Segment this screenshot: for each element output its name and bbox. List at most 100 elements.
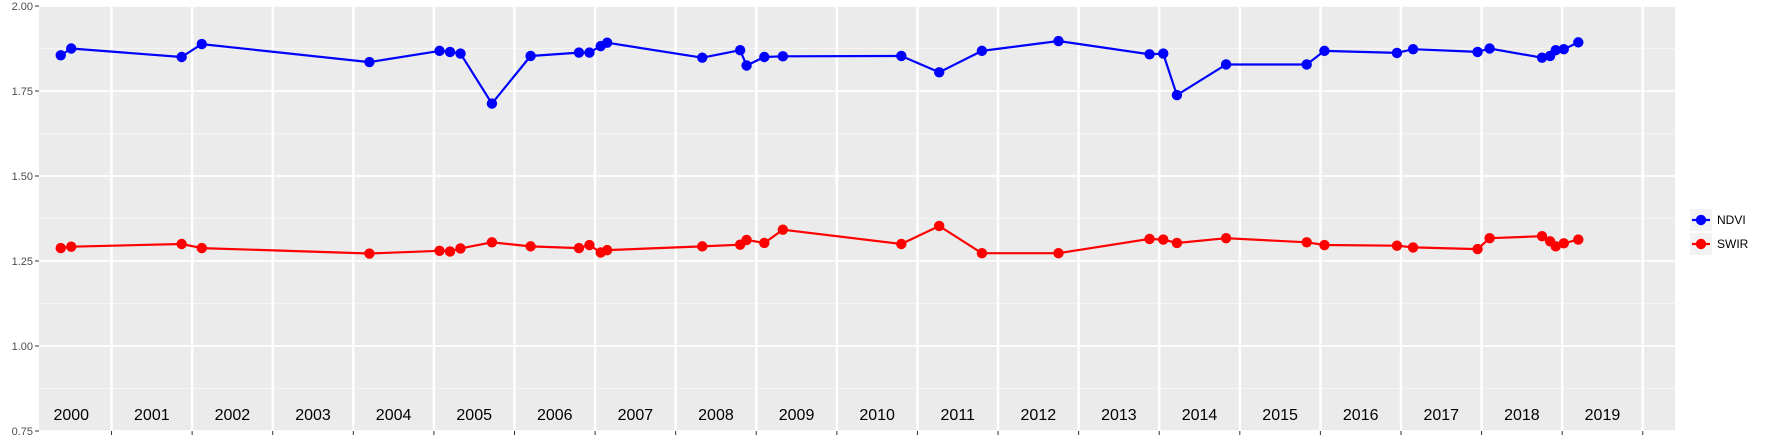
data-point-swir — [573, 242, 585, 254]
data-point-ndvi — [1573, 37, 1584, 48]
y-tick-label: 2.00 — [12, 1, 33, 13]
y-tick-label: 1.50 — [12, 171, 33, 183]
data-point-swir — [934, 220, 945, 232]
data-point-ndvi — [896, 50, 907, 62]
data-point-swir — [1220, 233, 1232, 244]
data-point-ndvi — [1144, 49, 1155, 60]
data-point-ndvi — [1319, 45, 1330, 57]
data-point-ndvi — [486, 98, 498, 109]
data-point-swir — [1391, 240, 1403, 251]
year-label: 2014 — [1182, 407, 1218, 424]
legend-key-point — [1695, 214, 1707, 226]
year-label: 2015 — [1262, 407, 1298, 424]
year-label: 2001 — [134, 407, 170, 424]
data-point-swir — [1472, 243, 1483, 255]
year-label: 2002 — [215, 407, 251, 424]
data-point-ndvi — [1301, 59, 1312, 70]
data-point-ndvi — [759, 51, 770, 63]
data-point-swir — [697, 241, 708, 252]
data-point-swir — [1319, 239, 1330, 251]
data-point-swir — [1573, 234, 1584, 245]
year-label: 2013 — [1101, 407, 1137, 424]
data-point-swir — [1301, 237, 1312, 248]
data-point-swir — [759, 237, 770, 249]
data-point-ndvi — [55, 50, 66, 61]
data-point-swir — [66, 241, 77, 252]
data-point-swir — [976, 247, 988, 259]
data-point-swir — [1053, 247, 1064, 259]
data-point-swir — [434, 245, 445, 256]
year-label: 2017 — [1423, 407, 1459, 424]
year-label: 2012 — [1021, 407, 1057, 424]
data-point-ndvi — [176, 51, 187, 63]
data-point-ndvi — [1484, 43, 1495, 54]
data-point-swir — [444, 246, 456, 257]
data-point-ndvi — [196, 38, 207, 50]
data-point-swir — [1144, 233, 1155, 245]
data-point-ndvi — [573, 47, 585, 58]
data-point-swir — [196, 242, 207, 254]
year-label: 2009 — [779, 407, 815, 424]
data-point-ndvi — [434, 45, 445, 57]
year-label: 2016 — [1343, 407, 1379, 424]
data-point-ndvi — [734, 45, 746, 56]
year-label: 2006 — [537, 407, 573, 424]
data-point-swir — [364, 248, 375, 259]
year-label: 2018 — [1504, 407, 1540, 424]
data-point-ndvi — [741, 60, 752, 71]
data-point-swir — [486, 237, 498, 248]
data-point-swir — [1550, 241, 1561, 252]
data-point-ndvi — [525, 50, 536, 62]
data-point-swir — [176, 238, 187, 250]
data-point-swir — [1558, 238, 1569, 249]
year-label: 2010 — [859, 407, 895, 424]
data-point-ndvi — [697, 52, 708, 63]
data-point-swir — [455, 243, 466, 254]
data-point-ndvi — [1536, 52, 1548, 63]
year-label: 2004 — [376, 407, 412, 424]
data-point-ndvi — [66, 43, 77, 54]
grid-major — [39, 5, 1675, 435]
data-point-swir — [896, 238, 907, 250]
year-label: 2003 — [295, 407, 331, 424]
data-point-swir — [1536, 230, 1548, 242]
y-tick-label: 1.25 — [12, 256, 33, 268]
data-point-ndvi — [1550, 45, 1561, 56]
data-point-ndvi — [1391, 47, 1403, 59]
data-point-ndvi — [1558, 43, 1569, 55]
year-labels: 2000 2001 2002 2003 2004 2005 2006 2007 2008 2009… — [53, 407, 1620, 424]
year-label: 2007 — [618, 407, 654, 424]
year-label: 2005 — [456, 407, 492, 424]
y-tick-label: 1.00 — [12, 341, 33, 353]
year-label: 2000 — [53, 407, 89, 424]
data-point-ndvi — [777, 51, 789, 62]
data-point-swir — [55, 242, 66, 254]
y-axis: 0.75 1.00 1.25 1.50 1.75 2.00 — [12, 1, 39, 438]
data-point-ndvi — [934, 67, 945, 78]
data-point-ndvi — [1158, 48, 1169, 59]
y-tick-label: 1.75 — [12, 86, 33, 98]
data-point-swir — [584, 239, 595, 251]
series-layer — [55, 35, 1584, 259]
data-point-ndvi — [1472, 46, 1483, 58]
data-point-ndvi — [584, 47, 595, 58]
data-point-ndvi — [1407, 43, 1419, 55]
data-point-ndvi — [1171, 89, 1183, 101]
data-point-swir — [525, 241, 536, 252]
year-label: 2008 — [698, 407, 734, 424]
data-point-swir — [741, 234, 752, 246]
data-point-swir — [1407, 242, 1419, 253]
data-point-swir — [1171, 237, 1183, 249]
y-tick-label: 0.75 — [12, 426, 33, 438]
data-point-ndvi — [455, 48, 466, 59]
data-point-ndvi — [364, 56, 375, 68]
data-point-swir — [601, 244, 613, 256]
year-label: 2011 — [941, 407, 976, 424]
legend: NDVI SWIR — [1690, 208, 1768, 256]
data-point-swir — [1484, 233, 1495, 244]
data-point-ndvi — [1220, 59, 1232, 70]
grid-minor — [39, 48, 1675, 389]
legend-label-ndvi: NDVI — [1717, 213, 1746, 227]
data-point-swir — [1158, 234, 1169, 245]
